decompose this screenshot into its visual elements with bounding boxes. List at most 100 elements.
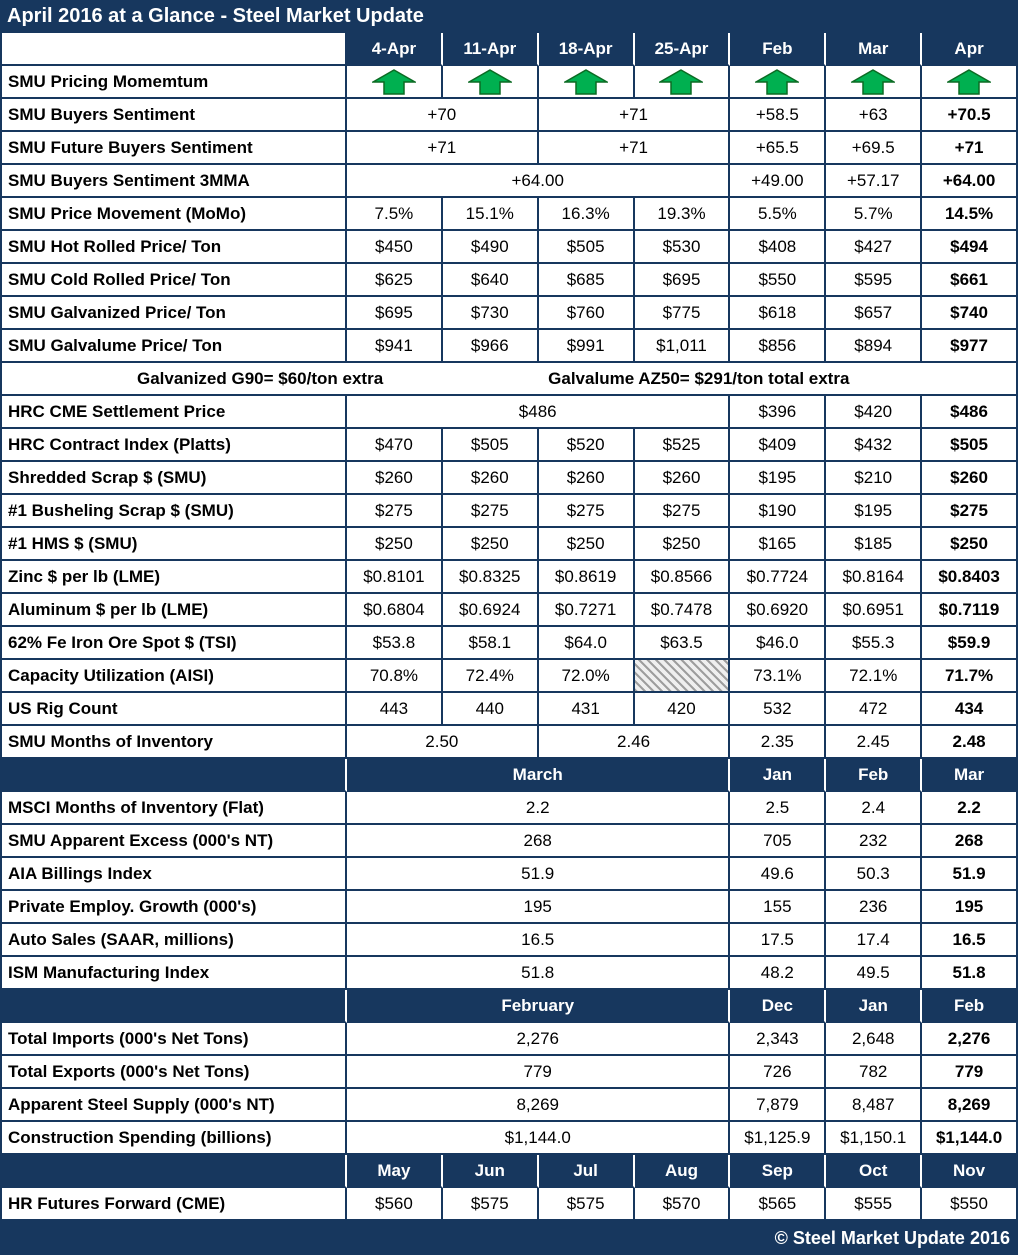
table-row: SMU Hot Rolled Price/ Ton $450 $490 $505 $53… <box>0 231 1018 264</box>
value-cell: +64.00 <box>347 165 731 198</box>
up-arrow-icon <box>947 68 992 95</box>
table-row: SMU Buyers Sentiment +70 +71 +58.5 +63 +70.5 <box>0 99 1018 132</box>
row-label: 62% Fe Iron Ore Spot $ (TSI) <box>2 627 347 660</box>
row-label: ISM Manufacturing Index <box>2 957 347 990</box>
value-cell: $0.6804 <box>347 594 443 627</box>
value-cell: 16.5 <box>922 924 1018 957</box>
row-label: Construction Spending (billions) <box>2 1122 347 1155</box>
value-cell: $0.6951 <box>826 594 923 627</box>
table-row: SMU Apparent Excess (000's NT) 268 705 232 2… <box>0 825 1018 858</box>
value-cell: +70 <box>347 99 539 132</box>
value-cell: $275 <box>922 495 1018 528</box>
value-cell: $525 <box>634 429 731 462</box>
momentum-cell <box>538 66 635 99</box>
up-arrow-icon <box>371 68 416 95</box>
value-cell: $46.0 <box>730 627 827 660</box>
table-row: Construction Spending (billions) $1,144.0… <box>0 1122 1018 1155</box>
table-row: SMU Pricing Momemtum <box>0 66 1018 99</box>
value-cell: 2,343 <box>730 1023 827 1056</box>
value-cell: 8,269 <box>922 1089 1018 1122</box>
value-cell: $275 <box>538 495 635 528</box>
row-label <box>2 759 347 792</box>
value-cell: $275 <box>347 495 443 528</box>
value-cell: 7.5% <box>347 198 443 231</box>
value-cell: $520 <box>538 429 635 462</box>
value-cell: $505 <box>922 429 1018 462</box>
value-cell: $0.7478 <box>634 594 731 627</box>
table-row: SMU Cold Rolled Price/ Ton $625 $640 $685 $6… <box>0 264 1018 297</box>
value-cell: 2.45 <box>826 726 923 759</box>
section-header-cell: Mar <box>922 759 1018 792</box>
row-label: SMU Galvalume Price/ Ton <box>2 330 347 363</box>
section-header-cell: May <box>347 1155 443 1188</box>
table-row: SMU Buyers Sentiment 3MMA +64.00 +49.00 +57… <box>0 165 1018 198</box>
value-cell: 232 <box>826 825 923 858</box>
note-text: Galvalume AZ50= $291/ton total extra <box>548 368 850 388</box>
row-label: SMU Galvanized Price/ Ton <box>2 297 347 330</box>
value-cell: 236 <box>826 891 923 924</box>
value-cell: 431 <box>538 693 635 726</box>
column-header-cell: 11-Apr <box>442 33 539 66</box>
value-cell: +58.5 <box>730 99 827 132</box>
value-cell: $58.1 <box>442 627 539 660</box>
value-cell: 7,879 <box>730 1089 827 1122</box>
table-row: Private Employ. Growth (000's) 195 155 236 1… <box>0 891 1018 924</box>
column-header-row: 4-Apr 11-Apr 18-Apr 25-Apr Feb Mar Apr <box>0 33 1018 66</box>
table-row: HRC CME Settlement Price $486 $396 $420 $486 <box>0 396 1018 429</box>
value-cell: 195 <box>922 891 1018 924</box>
value-cell: $408 <box>730 231 827 264</box>
table-row: Aluminum $ per lb (LME) $0.6804 $0.6924 $0.… <box>0 594 1018 627</box>
value-cell: $550 <box>922 1188 1018 1221</box>
section-header-row: May Jun Jul Aug Sep Oct Nov <box>0 1155 1018 1188</box>
value-cell: +71 <box>922 132 1018 165</box>
row-label <box>2 1155 347 1188</box>
value-cell: $1,150.1 <box>826 1122 923 1155</box>
row-label: US Rig Count <box>2 693 347 726</box>
value-cell: 2.5 <box>730 792 827 825</box>
value-cell: $695 <box>634 264 731 297</box>
value-cell: $505 <box>442 429 539 462</box>
section-header-cell: Aug <box>634 1155 731 1188</box>
value-cell: 5.7% <box>826 198 923 231</box>
section-header-cell: Oct <box>826 1155 923 1188</box>
value-cell: $0.8619 <box>538 561 635 594</box>
up-arrow-icon <box>659 68 704 95</box>
section-header-cell: Dec <box>730 990 827 1023</box>
value-cell: $260 <box>634 462 731 495</box>
value-cell: $966 <box>442 330 539 363</box>
value-cell: $625 <box>347 264 443 297</box>
value-cell: 155 <box>730 891 827 924</box>
page-title: April 2016 at a Glance - Steel Market Up… <box>0 0 1018 33</box>
value-cell: $740 <box>922 297 1018 330</box>
value-cell: 17.5 <box>730 924 827 957</box>
table-row: SMU Future Buyers Sentiment +71 +71 +65.5 +6… <box>0 132 1018 165</box>
value-cell: $0.6924 <box>442 594 539 627</box>
value-cell: $260 <box>538 462 635 495</box>
value-cell: $165 <box>730 528 827 561</box>
row-label: Total Exports (000's Net Tons) <box>2 1056 347 1089</box>
value-cell: 443 <box>347 693 443 726</box>
value-cell: +71 <box>538 99 731 132</box>
value-cell: 17.4 <box>826 924 923 957</box>
value-cell: +49.00 <box>730 165 827 198</box>
value-cell: +69.5 <box>826 132 923 165</box>
value-cell: $550 <box>730 264 827 297</box>
value-cell: $530 <box>634 231 731 264</box>
row-label: HR Futures Forward (CME) <box>2 1188 347 1221</box>
section-header-cell: Sep <box>730 1155 827 1188</box>
value-cell: 72.4% <box>442 660 539 693</box>
section-header-cell: Jan <box>730 759 827 792</box>
value-cell: 49.6 <box>730 858 827 891</box>
row-label: SMU Hot Rolled Price/ Ton <box>2 231 347 264</box>
value-cell: 51.8 <box>922 957 1018 990</box>
value-cell: $275 <box>442 495 539 528</box>
value-cell: $195 <box>730 462 827 495</box>
table-row: ISM Manufacturing Index 51.8 48.2 49.5 51.8 <box>0 957 1018 990</box>
value-cell: $560 <box>347 1188 443 1221</box>
table-row: #1 Busheling Scrap $ (SMU) $275 $275 $275 $2… <box>0 495 1018 528</box>
value-cell: $775 <box>634 297 731 330</box>
value-cell: $661 <box>922 264 1018 297</box>
row-label: SMU Future Buyers Sentiment <box>2 132 347 165</box>
value-cell: $657 <box>826 297 923 330</box>
